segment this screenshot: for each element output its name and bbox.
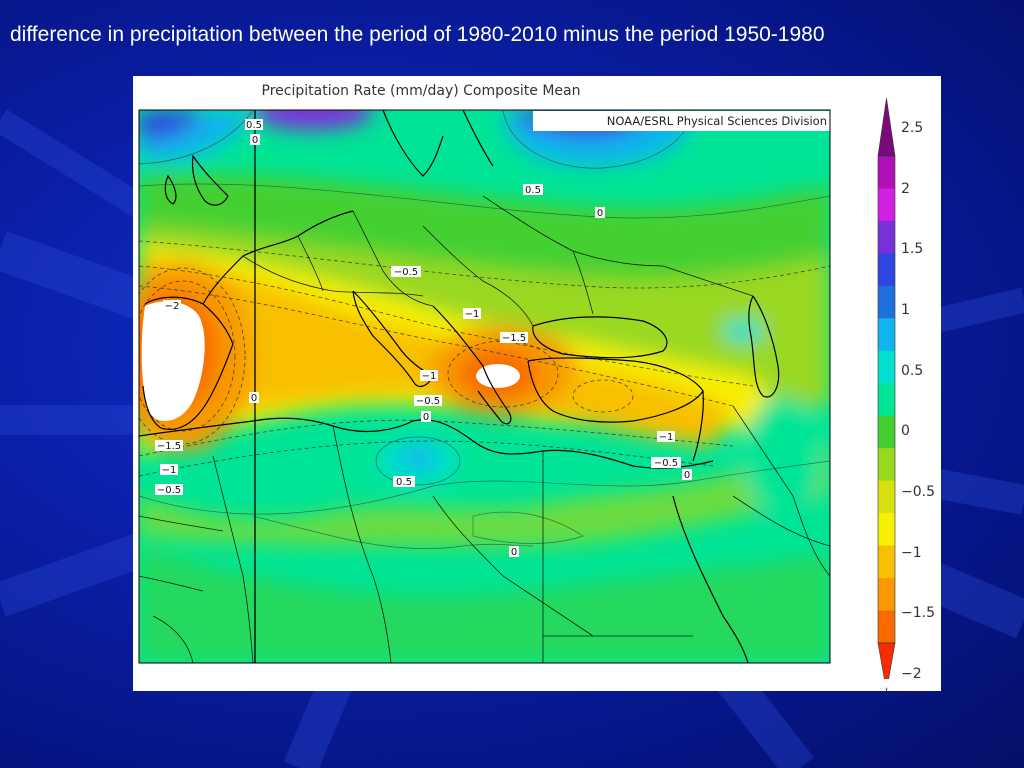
credit-text: NOAA/ESRL Physical Sciences Division	[607, 114, 827, 128]
colorbar-swatch	[878, 318, 895, 352]
colorbar-swatch	[878, 513, 895, 547]
svg-text:0: 0	[252, 135, 258, 146]
colorbar-swatch	[878, 448, 895, 482]
colorbar-label: −1	[901, 545, 922, 561]
colorbar-label: 0.5	[901, 363, 923, 379]
colorbar-swatch	[878, 545, 895, 579]
svg-text:0: 0	[511, 547, 517, 558]
svg-text:−1.5: −1.5	[157, 441, 181, 452]
contour-label: 0	[249, 392, 259, 404]
svg-text:0.5: 0.5	[396, 477, 412, 488]
contour-label: −1	[160, 464, 178, 476]
colorbar-swatch	[878, 220, 895, 254]
svg-text:0: 0	[684, 470, 690, 481]
svg-text:−0.5: −0.5	[416, 396, 440, 407]
contour-labels: 0.5 0 0.5 0 −0.5 −2 −1 −1.5 −1 −0.5 0 0 …	[155, 119, 692, 558]
svg-text:−0.5: −0.5	[654, 458, 678, 469]
slide-title: difference in precipitation between the …	[10, 23, 825, 46]
colorbar	[877, 97, 896, 691]
colorbar-label: 0	[901, 423, 910, 439]
contour-label: −1	[463, 308, 481, 320]
colorbar-label: −2	[901, 666, 922, 682]
contour-label: 0	[509, 546, 519, 558]
contour-label: 0.5	[393, 476, 415, 488]
colorbar-label: 1	[901, 302, 910, 318]
svg-text:0.5: 0.5	[525, 185, 541, 196]
colorbar-swatch	[878, 253, 895, 287]
contour-label: 0	[595, 207, 605, 219]
svg-text:−0.5: −0.5	[394, 267, 418, 278]
colorbar-label: 1.5	[901, 241, 923, 257]
colorbar-swatch	[878, 285, 895, 319]
contour-label: −2	[163, 300, 181, 312]
svg-text:0: 0	[423, 412, 429, 423]
svg-text:−0.5: −0.5	[157, 485, 181, 496]
colorbar-swatch	[878, 480, 895, 514]
contour-label: −0.5	[414, 395, 442, 407]
colorbar-label: 2	[901, 181, 910, 197]
svg-text:−1: −1	[659, 432, 674, 443]
svg-text:−1.5: −1.5	[502, 333, 526, 344]
colorbar-label: −1.5	[901, 605, 935, 621]
colorbar-swatch	[877, 97, 896, 157]
iberia-minimum	[141, 301, 205, 421]
svg-text:0: 0	[251, 393, 257, 404]
contour-label: −0.5	[651, 457, 681, 469]
contour-label: −1.5	[155, 440, 183, 452]
balkan-minimum	[476, 364, 520, 388]
colorbar-label: 2.5	[901, 120, 923, 136]
contour-label: −1.5	[500, 332, 528, 344]
precipitation-map-figure: Precipitation Rate (mm/day) Composite Me…	[133, 76, 941, 691]
svg-text:−1: −1	[162, 465, 177, 476]
colorbar-swatch	[878, 610, 895, 644]
svg-text:−1: −1	[465, 309, 480, 320]
contour-label: 0	[421, 411, 431, 423]
credit-box	[533, 111, 830, 131]
map-svg: Precipitation Rate (mm/day) Composite Me…	[138, 83, 935, 691]
colorbar-swatch	[878, 188, 895, 222]
contour-label: 0.5	[523, 184, 543, 196]
colorbar-swatch	[878, 415, 895, 449]
contour-label: −0.5	[155, 484, 183, 496]
colorbar-swatch	[878, 350, 895, 384]
colorbar-swatch	[878, 383, 895, 417]
contour-label: −1	[420, 370, 438, 382]
contour-label: −1	[657, 431, 675, 443]
svg-text:0.5: 0.5	[246, 120, 262, 131]
map-title: Precipitation Rate (mm/day) Composite Me…	[262, 83, 581, 99]
svg-text:−2: −2	[165, 301, 180, 312]
colorbar-swatch	[878, 578, 895, 612]
svg-text:−1: −1	[422, 371, 437, 382]
contour-label: 0	[250, 134, 260, 146]
colorbar-swatch	[881, 679, 892, 689]
coastlines	[139, 110, 780, 663]
colorbar-outline	[877, 155, 896, 644]
colorbar-swatch	[878, 156, 895, 189]
contour-label: 0	[682, 469, 692, 481]
map-frame	[138, 109, 831, 664]
colorbar-label: −0.5	[901, 484, 935, 500]
precipitation-field: 0.5 0 0.5 0 −0.5 −2 −1 −1.5 −1 −0.5 0 0 …	[139, 110, 830, 663]
contour-label: 0.5	[245, 119, 263, 131]
colorbar-labels: 2.5 2 1.5 1 0.5 0 −0.5 −1 −1.5 −2	[901, 120, 935, 682]
contour-label: −0.5	[391, 266, 421, 278]
svg-text:0: 0	[597, 208, 603, 219]
